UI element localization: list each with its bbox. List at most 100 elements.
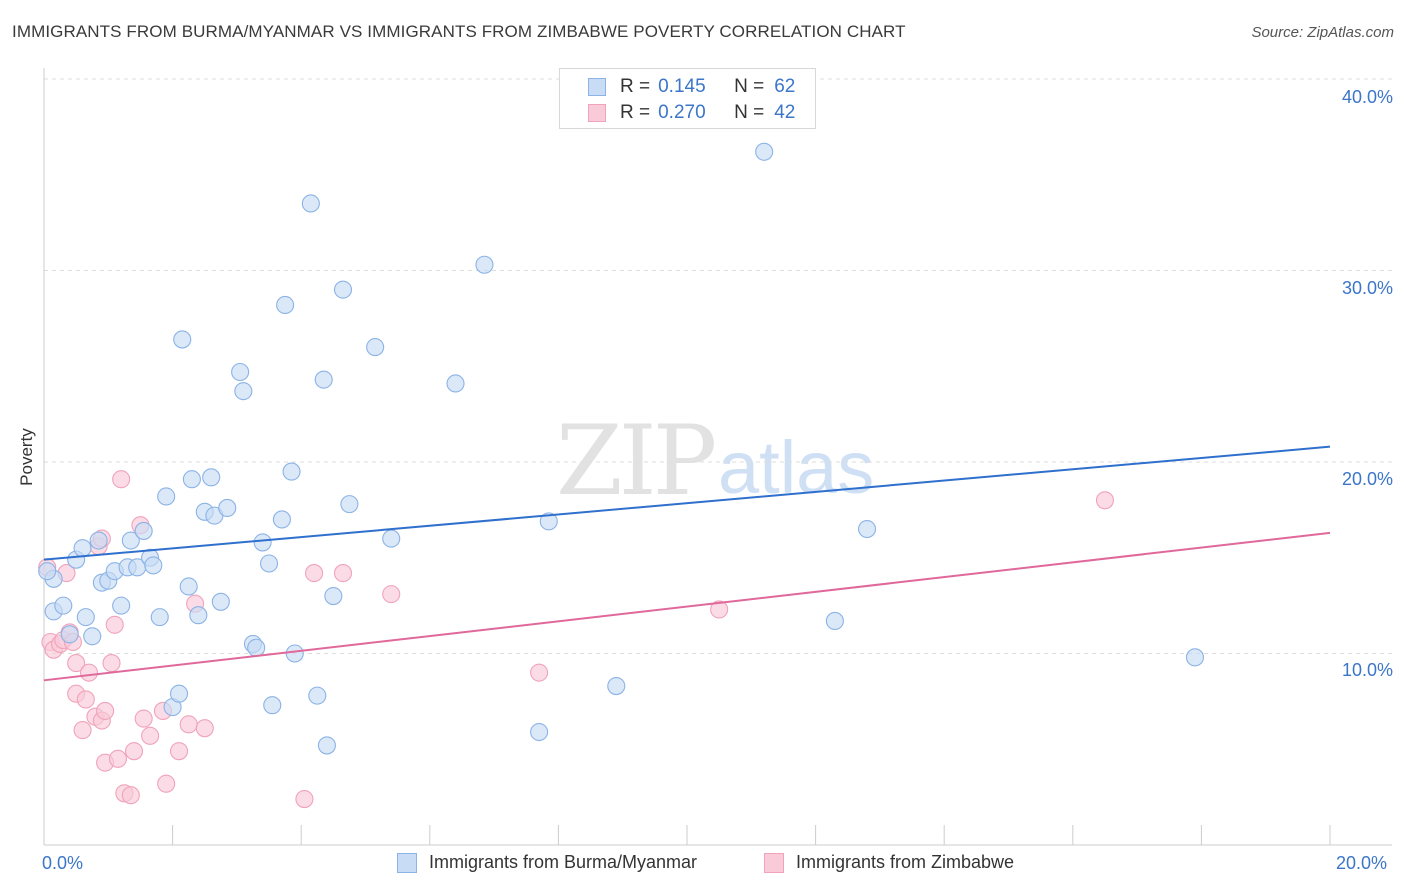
data-point-zimbabwe bbox=[121, 786, 140, 805]
data-point-zimbabwe bbox=[1095, 491, 1114, 510]
watermark-atlas: atlas bbox=[718, 426, 875, 509]
data-point-burma bbox=[179, 577, 198, 596]
series-burma-points bbox=[38, 142, 1205, 755]
data-point-zimbabwe bbox=[105, 615, 124, 634]
data-point-burma bbox=[314, 370, 333, 389]
y-axis-label: Poverty bbox=[17, 428, 36, 486]
legend-r-label: R = bbox=[620, 76, 651, 97]
data-point-zimbabwe bbox=[195, 719, 214, 738]
data-point-burma bbox=[276, 295, 295, 315]
data-point-burma bbox=[382, 529, 401, 548]
data-point-burma bbox=[272, 510, 291, 529]
data-point-zimbabwe bbox=[530, 663, 549, 682]
trend-line-burma bbox=[43, 445, 1331, 561]
data-point-burma bbox=[308, 686, 327, 705]
data-point-burma bbox=[134, 521, 153, 540]
data-point-burma bbox=[340, 495, 359, 514]
data-point-burma bbox=[218, 498, 237, 518]
data-point-burma bbox=[282, 462, 301, 481]
data-point-zimbabwe bbox=[134, 709, 153, 728]
source-label: Source: ZipAtlas.com bbox=[1251, 24, 1394, 41]
legend-row-zimbabwe: R = 0.270 N = 42 bbox=[588, 101, 795, 125]
data-point-zimbabwe bbox=[157, 774, 176, 793]
data-point-burma bbox=[475, 255, 494, 274]
data-point-burma bbox=[259, 554, 279, 573]
data-point-zimbabwe bbox=[108, 749, 127, 768]
y-tick-label-40: 40.0% bbox=[1341, 87, 1393, 107]
legend-r-label: R = bbox=[620, 102, 651, 123]
data-point-zimbabwe bbox=[333, 564, 353, 583]
data-point-burma bbox=[182, 470, 201, 489]
data-point-burma bbox=[234, 382, 253, 401]
data-point-burma bbox=[169, 684, 189, 703]
data-point-burma bbox=[112, 596, 131, 615]
data-point-burma bbox=[247, 638, 266, 657]
data-point-burma bbox=[60, 625, 79, 644]
trend-line-zimbabwe bbox=[43, 531, 1331, 682]
data-point-zimbabwe bbox=[141, 726, 160, 745]
data-point-zimbabwe bbox=[96, 701, 115, 721]
data-point-zimbabwe bbox=[67, 654, 86, 673]
data-point-burma bbox=[231, 362, 250, 382]
data-point-zimbabwe bbox=[76, 690, 95, 709]
data-point-zimbabwe bbox=[79, 663, 99, 682]
data-point-burma bbox=[607, 677, 626, 696]
x-tick-label-20: 20.0% bbox=[1336, 853, 1388, 873]
data-point-burma bbox=[189, 606, 208, 625]
data-point-zimbabwe bbox=[305, 564, 324, 583]
data-point-zimbabwe bbox=[169, 742, 189, 761]
legend-n-label: N = bbox=[734, 102, 765, 123]
series-legend-swatch-burma bbox=[397, 852, 417, 873]
legend-row-burma: R = 0.145 N = 62 bbox=[588, 75, 795, 99]
series-legend-label-zimbabwe: Immigrants from Zimbabwe bbox=[796, 852, 1015, 872]
data-point-zimbabwe bbox=[295, 789, 314, 809]
trend-lines bbox=[43, 445, 1331, 682]
data-point-zimbabwe bbox=[179, 715, 198, 734]
data-point-burma bbox=[253, 533, 272, 552]
data-point-burma bbox=[211, 592, 230, 611]
series-legend-burma: Immigrants from Burma/Myanmar bbox=[397, 852, 697, 873]
data-point-burma bbox=[825, 611, 844, 630]
data-point-burma bbox=[301, 194, 320, 213]
data-point-zimbabwe bbox=[73, 721, 92, 740]
data-point-burma bbox=[150, 608, 169, 627]
chart-title: IMMIGRANTS FROM BURMA/MYANMAR VS IMMIGRA… bbox=[12, 22, 906, 41]
data-point-zimbabwe bbox=[112, 470, 131, 489]
data-point-burma bbox=[173, 330, 192, 349]
data-point-zimbabwe bbox=[124, 742, 144, 761]
axes bbox=[43, 68, 1392, 846]
series-legend-zimbabwe: Immigrants from Zimbabwe bbox=[764, 852, 1014, 873]
y-tick-label-20: 20.0% bbox=[1341, 469, 1393, 489]
data-point-burma bbox=[285, 644, 304, 663]
legend-r-value-zimbabwe: 0.270 bbox=[658, 102, 706, 123]
data-point-burma bbox=[76, 608, 95, 627]
data-point-burma bbox=[333, 280, 353, 299]
watermark-zip: ZIP bbox=[556, 405, 717, 517]
data-point-burma bbox=[121, 531, 140, 550]
legend-n-value-burma: 62 bbox=[774, 76, 796, 97]
data-point-burma bbox=[857, 519, 877, 539]
y-tick-label-30: 30.0% bbox=[1341, 278, 1393, 298]
data-point-burma bbox=[38, 562, 57, 581]
data-point-zimbabwe bbox=[102, 654, 121, 673]
data-point-burma bbox=[144, 556, 163, 575]
data-point-burma bbox=[530, 722, 549, 742]
data-point-zimbabwe bbox=[710, 600, 729, 619]
data-point-burma bbox=[157, 487, 176, 506]
stats-legend: R = 0.145 N = 62 R = 0.270 N = 42 bbox=[559, 68, 816, 129]
data-point-burma bbox=[73, 539, 92, 558]
series-legend-label-burma: Immigrants from Burma/Myanmar bbox=[429, 852, 698, 872]
data-point-burma bbox=[324, 586, 343, 606]
data-point-burma bbox=[54, 596, 73, 615]
data-point-burma bbox=[366, 338, 385, 357]
data-point-zimbabwe bbox=[382, 585, 401, 604]
data-point-burma bbox=[1185, 648, 1205, 667]
legend-r-value-burma: 0.145 bbox=[658, 76, 706, 97]
data-point-burma bbox=[755, 142, 774, 161]
data-point-burma bbox=[83, 627, 102, 646]
data-point-burma bbox=[89, 531, 108, 550]
legend-n-label: N = bbox=[734, 76, 765, 97]
data-point-burma bbox=[446, 374, 465, 393]
legend-n-value-zimbabwe: 42 bbox=[774, 102, 796, 123]
